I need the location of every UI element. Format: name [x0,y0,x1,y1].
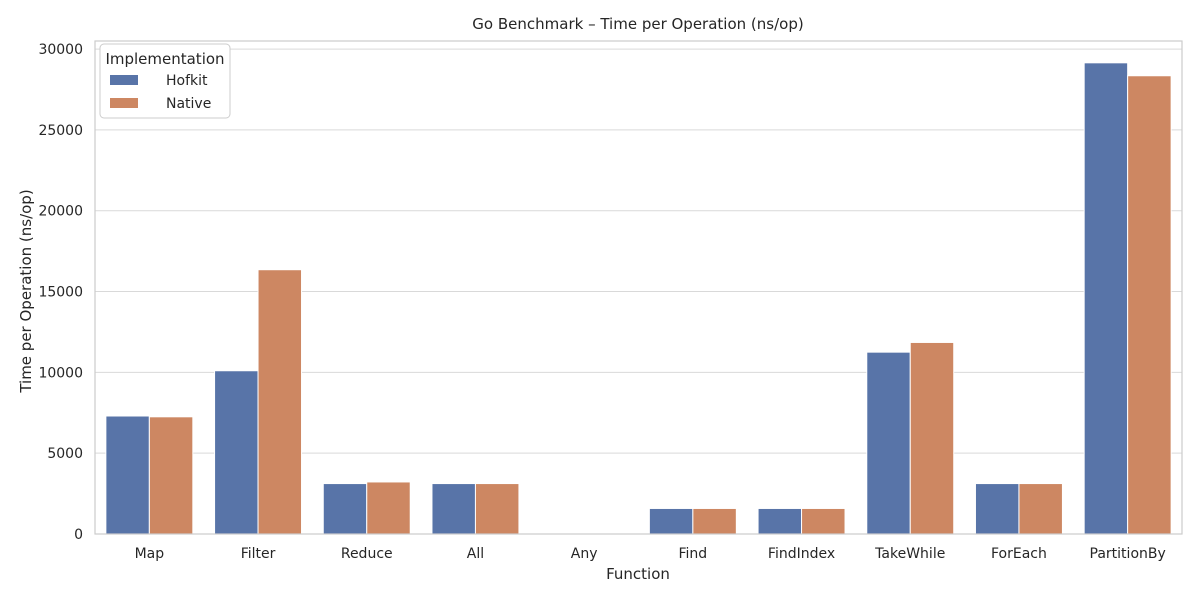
bar-native-all [474,483,520,535]
x-axis-label: Function [606,565,670,583]
bar-hofkit-all [431,483,476,535]
bar-hofkit-findindex [757,507,803,535]
chart-title: Go Benchmark – Time per Operation (ns/op… [472,15,803,33]
x-tick-label: Find [679,546,708,562]
bar-native-filter [257,269,303,535]
bar-hofkit-filter [214,370,259,535]
x-tick-label: All [467,546,484,562]
bar-hofkit-foreach [974,483,1020,535]
bar-native-partitionby [1127,75,1172,535]
y-tick-label: 10000 [38,365,83,381]
y-tick-label: 30000 [38,42,83,58]
legend-title: Implementation [105,50,224,68]
bar-native-reduce [366,481,411,535]
bar-hofkit-partitionby [1083,62,1129,535]
y-tick-label: 0 [74,527,83,543]
x-tick-label: FindIndex [768,546,835,562]
legend-label-native: Native [166,96,211,112]
y-tick-label: 5000 [47,446,83,462]
y-tick-label: 15000 [38,285,83,301]
x-tick-label: Reduce [341,546,393,562]
plot-frame [94,40,1183,535]
y-axis-label: Time per Operation (ns/op) [17,189,35,393]
legend-label-hofkit: Hofkit [166,73,208,89]
bar-native-find [692,507,737,535]
y-tick-labels: 0 5000 10000 15000 20000 25000 30000 [38,42,83,543]
bar-hofkit-reduce [322,483,368,535]
x-tick-label: Filter [241,546,276,562]
x-tick-label: Any [571,546,598,562]
bar-hofkit-takewhile [866,351,911,535]
y-tick-label: 25000 [38,123,83,139]
y-tick-label: 20000 [38,204,83,220]
x-tick-label: ForEach [991,546,1047,562]
x-tick-label: Map [135,546,165,562]
x-tick-label: TakeWhile [874,546,945,562]
bar-native-takewhile [909,341,955,535]
bar-native-foreach [1018,483,1063,535]
legend-swatch-hofkit [110,75,138,85]
legend: Implementation Hofkit Native [99,43,231,119]
legend-swatch-native [110,98,138,108]
x-tick-labels: Map Filter Reduce All Any Find FindIndex TakeWh… [135,546,1166,562]
bar-hofkit-map [105,415,150,535]
bar-hofkit-find [648,507,694,535]
bar-native-findindex [801,507,846,535]
bar-native-map [148,416,194,535]
x-tick-label: PartitionBy [1090,546,1166,562]
